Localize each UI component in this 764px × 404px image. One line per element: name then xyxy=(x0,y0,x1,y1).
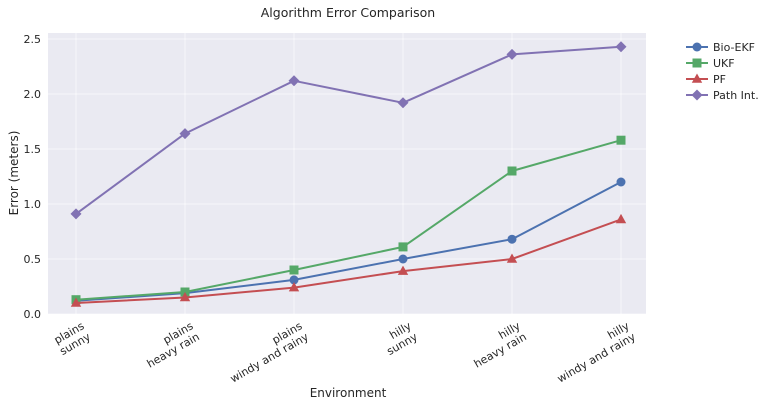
series-line-path-int xyxy=(75,45,622,215)
y-tick-label: 2.5 xyxy=(24,33,42,46)
legend-marker xyxy=(691,89,703,101)
data-point-ukf xyxy=(289,265,299,275)
y-axis-label: Error (meters) xyxy=(7,131,21,216)
legend-entry-path-int: Path Int. xyxy=(686,89,759,102)
y-tick-label: 2.0 xyxy=(24,88,42,101)
plot-area xyxy=(48,33,646,314)
legend-entry-pf: PF xyxy=(686,73,726,86)
x-tick-label-line: windy and rainy xyxy=(555,330,638,386)
series-pf xyxy=(70,213,627,307)
y-tick-label: 0.0 xyxy=(24,308,42,321)
data-point-pf xyxy=(288,282,300,292)
legend-marker xyxy=(691,73,703,83)
legend: Bio-EKF UKF PF Path Int. xyxy=(686,41,759,102)
legend-label: UKF xyxy=(713,57,735,70)
data-point-path-int xyxy=(70,208,82,220)
series-layer xyxy=(70,41,627,307)
x-axis-label: Environment xyxy=(310,386,387,400)
data-point-path-int xyxy=(397,97,409,109)
series-line-bio-ekf xyxy=(75,181,622,302)
data-point-pf xyxy=(70,297,82,307)
legend-label: PF xyxy=(713,73,726,86)
legend-entry-bio-ekf: Bio-EKF xyxy=(686,41,755,54)
data-point-bio-ekf xyxy=(398,254,408,264)
series-line-ukf xyxy=(75,139,622,301)
data-point-ukf xyxy=(507,166,517,176)
data-point-path-int xyxy=(179,128,191,140)
legend-label: Path Int. xyxy=(713,89,759,102)
legend-marker xyxy=(692,58,702,68)
data-point-path-int xyxy=(288,75,300,87)
data-point-ukf xyxy=(616,135,626,145)
legend-label: Bio-EKF xyxy=(713,41,755,54)
grid-lines xyxy=(48,33,646,315)
data-point-pf xyxy=(397,265,409,275)
series-line-pf xyxy=(75,218,622,304)
data-point-bio-ekf xyxy=(507,234,517,244)
data-point-pf xyxy=(615,213,627,224)
data-point-path-int xyxy=(506,48,518,60)
data-point-pf xyxy=(179,292,191,302)
y-tick-label: 0.5 xyxy=(24,253,42,266)
x-tick-label-line: windy and rainy xyxy=(228,330,311,386)
series-path-int xyxy=(70,41,627,220)
y-tick-label: 1.5 xyxy=(24,143,42,156)
data-point-path-int xyxy=(615,41,627,53)
chart-title: Algorithm Error Comparison xyxy=(261,5,435,20)
y-axis-ticks: 0.0 0.5 1.0 1.5 2.0 2.5 xyxy=(24,33,42,321)
data-point-bio-ekf xyxy=(289,275,299,285)
data-point-bio-ekf xyxy=(616,177,626,187)
data-point-ukf xyxy=(398,242,408,252)
legend-entry-ukf: UKF xyxy=(686,57,735,70)
y-tick-label: 1.0 xyxy=(24,198,42,211)
data-point-pf xyxy=(506,253,518,263)
legend-marker xyxy=(692,42,702,52)
